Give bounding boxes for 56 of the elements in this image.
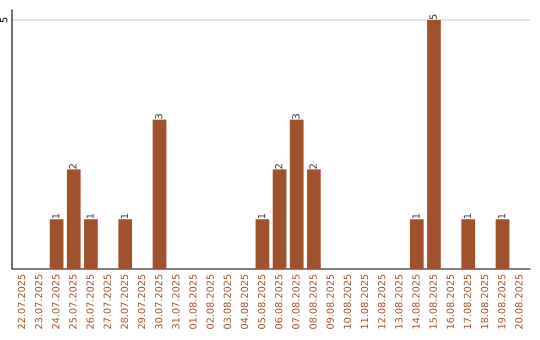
x-tick-label: 01.08.2025 — [189, 274, 197, 329]
bar — [152, 120, 166, 269]
x-tick-label: 06.08.2025 — [275, 274, 282, 329]
x-tick-label: 30.07.2025 — [154, 274, 162, 329]
bar — [427, 20, 441, 269]
data-label: 1 — [52, 214, 60, 218]
x-tick-label: 09.08.2025 — [326, 274, 334, 329]
bar — [118, 219, 132, 269]
data-label: 2 — [275, 164, 282, 169]
data-label: 1 — [464, 214, 471, 218]
x-tick-label: 14.08.2025 — [412, 274, 420, 328]
x-tick-label: 13.08.2025 — [395, 274, 402, 328]
bar — [84, 219, 98, 269]
x-tick-label: 18.08.2025 — [480, 274, 488, 328]
x-tick-label: 20.08.2025 — [515, 274, 523, 329]
x-tick-label: 12.08.2025 — [378, 274, 386, 328]
bar — [50, 219, 64, 269]
data-label: 2 — [69, 164, 76, 169]
bar — [256, 219, 270, 269]
bar — [307, 169, 321, 269]
data-label: 1 — [258, 214, 266, 218]
data-label: 2 — [309, 164, 317, 169]
data-label: 1 — [120, 214, 128, 218]
x-tick-label: 22.07.2025 — [18, 274, 26, 329]
data-label: 1 — [498, 214, 506, 218]
data-label: 5 — [430, 14, 437, 20]
x-tick-label: 26.07.2025 — [86, 274, 94, 329]
bar — [461, 219, 476, 269]
x-tick-label: 29.07.2025 — [138, 274, 146, 329]
data-label: 1 — [412, 214, 420, 218]
x-tick-label: 16.08.2025 — [446, 274, 454, 328]
bar — [496, 219, 510, 269]
bar — [272, 169, 286, 269]
x-tick-label: 31.07.2025 — [172, 274, 180, 329]
x-tick-label: 27.07.2025 — [104, 274, 111, 329]
x-tick-label: 04.08.2025 — [240, 274, 248, 329]
data-label: 3 — [154, 114, 162, 119]
data-label: 3 — [292, 114, 300, 119]
bar — [66, 169, 81, 269]
x-tick-label: 03.08.2025 — [224, 274, 231, 329]
x-tick-label: 10.08.2025 — [344, 274, 352, 328]
x-tick-label: 15.08.2025 — [429, 274, 437, 328]
x-tick-label: 19.08.2025 — [498, 274, 506, 328]
bar — [290, 120, 304, 269]
x-tick-label: 05.08.2025 — [258, 274, 266, 329]
x-tick-label: 08.08.2025 — [309, 274, 317, 329]
x-tick-label: 24.07.2025 — [52, 274, 60, 329]
x-tick-label: 11.08.2025 — [360, 274, 368, 328]
x-tick-label: 17.08.2025 — [464, 274, 472, 328]
bar — [410, 219, 424, 269]
x-tick-label: 02.08.2025 — [206, 274, 214, 329]
x-tick-label: 23.07.2025 — [34, 274, 42, 329]
x-tick-label: 25.07.2025 — [69, 274, 77, 329]
data-label: 1 — [86, 214, 94, 218]
x-tick-label: 07.08.2025 — [292, 274, 300, 329]
x-tick-label: 28.07.2025 — [120, 274, 128, 329]
